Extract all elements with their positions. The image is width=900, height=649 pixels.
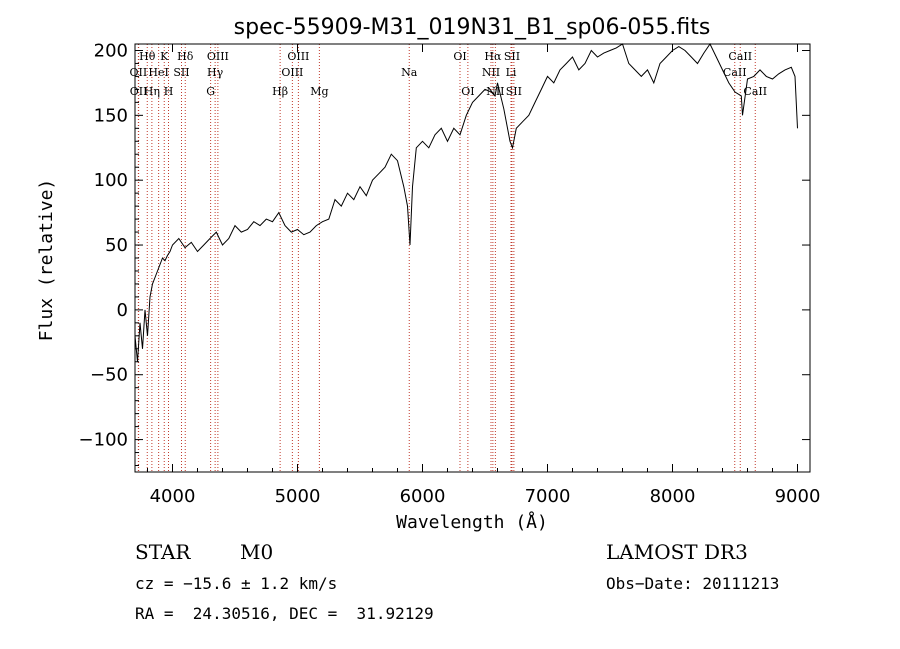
line-label-k: K <box>160 50 169 63</box>
y-axis-label: Flux (relative) <box>36 179 57 342</box>
line-label-caii: CaII <box>723 66 747 79</box>
line-label-mg: Mg <box>310 85 328 98</box>
x-tick-label: 6000 <box>400 486 446 507</box>
observation-date: Obs−Date: 20111213 <box>606 574 780 593</box>
line-label-hei: HeI <box>148 66 168 79</box>
line-label-hθ: Hθ <box>139 50 156 63</box>
line-label-oii: OII <box>130 66 148 79</box>
y-tick-label: 200 <box>94 40 128 61</box>
line-label-oi: OI <box>453 50 466 63</box>
line-label-oi: OI <box>461 85 474 98</box>
x-tick-label: 4000 <box>150 486 196 507</box>
line-label-g: G <box>206 85 215 98</box>
emission-line-markers <box>137 44 756 472</box>
line-label-nii: NII <box>482 66 500 79</box>
line-label-hδ: Hδ <box>177 50 194 63</box>
x-axis-ticks: 4000 5000 6000 7000 8000 9000 <box>147 44 821 507</box>
x-tick-label: 9000 <box>775 486 821 507</box>
object-subclass: M0 <box>240 540 274 564</box>
y-tick-label: 100 <box>94 170 128 191</box>
x-tick-label: 7000 <box>525 486 571 507</box>
plot-frame <box>134 43 811 473</box>
y-tick-label: −50 <box>90 365 128 386</box>
chart-title: spec-55909-M31_019N31_B1_sp06-055.fits <box>234 15 711 40</box>
survey-release: LAMOST DR3 <box>606 540 748 564</box>
line-label-li: Li <box>506 66 517 79</box>
line-label-oiii: OIII <box>207 50 229 63</box>
object-class: STAR <box>135 540 191 564</box>
line-label-na: Na <box>401 66 418 79</box>
y-tick-label: −100 <box>79 430 128 451</box>
line-label-hβ: Hβ <box>272 85 288 98</box>
line-label-sii: SII <box>506 85 522 98</box>
line-label-caii: CaII <box>743 85 767 98</box>
redshift-velocity: cz = −15.6 ± 1.2 km/s <box>135 574 338 593</box>
spectrum-line <box>134 43 798 362</box>
y-tick-label: 150 <box>94 105 128 126</box>
line-label-caii: CaII <box>728 50 752 63</box>
line-label-hγ: Hγ <box>207 66 224 79</box>
line-label-hη: Hη <box>144 85 160 98</box>
y-tick-label: 50 <box>105 235 128 256</box>
y-axis-ticks: −100 −50 0 50 100 150 200 <box>79 40 810 467</box>
line-label-hα: Hα <box>484 50 502 63</box>
line-label-h: H <box>164 85 174 98</box>
x-axis-label: Wavelength (Å) <box>396 511 548 533</box>
x-tick-label: 5000 <box>275 486 321 507</box>
sky-coordinates: RA = 24.30516, DEC = 31.92129 <box>135 604 434 623</box>
line-label-sii: SII <box>173 66 189 79</box>
line-label-oiii: OIII <box>287 50 309 63</box>
line-label-sii: SII <box>504 50 520 63</box>
line-label-oii: OII <box>130 85 148 98</box>
line-label-oiii: OIII <box>281 66 303 79</box>
y-tick-label: 0 <box>117 300 128 321</box>
x-tick-label: 8000 <box>650 486 696 507</box>
